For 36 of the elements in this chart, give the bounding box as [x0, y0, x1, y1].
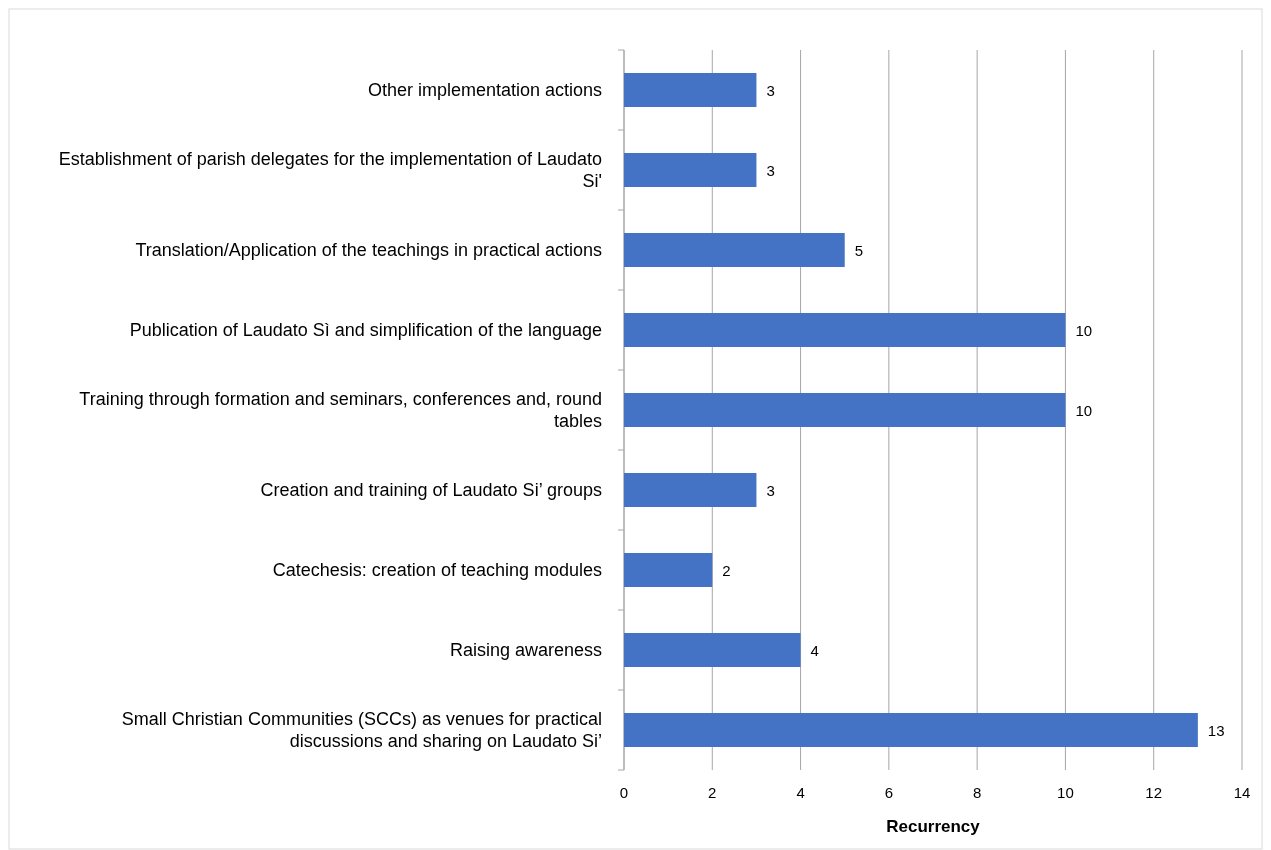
data-label: 10: [1075, 321, 1093, 339]
x-tick-label: 0: [619, 784, 629, 801]
bar: [624, 393, 1066, 427]
bar: [624, 473, 757, 507]
x-tick-label: 14: [1233, 784, 1251, 801]
x-tick-label: 2: [708, 784, 717, 801]
x-tick-label: 8: [972, 784, 982, 801]
data-label: 3: [766, 481, 775, 499]
bar: [624, 633, 801, 667]
bar: [624, 153, 757, 187]
data-label: 4: [810, 641, 819, 659]
y-tick-label: Establishment of parish delegates for the implementation of Laudato Si': [58, 149, 602, 191]
bar: [624, 713, 1198, 747]
y-tick-label: Catechesis: creation of teaching modules: [272, 560, 602, 580]
bar: [624, 313, 1066, 347]
y-tick-label: Raising awareness: [449, 640, 602, 660]
x-axis-title: Recurrency: [886, 817, 981, 836]
data-label: 2: [722, 561, 731, 579]
y-tick-label: Translation/Application of the teachings in practical actions: [135, 240, 602, 260]
y-tick-label: Other implementation actions: [367, 80, 602, 100]
bar: [624, 73, 757, 107]
data-label: 5: [854, 241, 864, 259]
x-tick-label: 6: [884, 784, 894, 801]
data-label: 3: [766, 81, 775, 99]
bar: [624, 233, 845, 267]
y-tick-label: Creation and training of Laudato Si’ groups: [260, 480, 602, 500]
y-tick-label: Training through formation and seminars, conferences and, round tables: [79, 389, 602, 431]
data-label: 13: [1207, 721, 1225, 739]
x-tick-label: 12: [1145, 784, 1163, 801]
data-label: 10: [1075, 401, 1093, 419]
y-tick-label: Small Christian Communities (SCCs) as venues for practical discussions and sharing on Laudato Si’: [121, 709, 602, 751]
y-tick-label: Publication of Laudato Sì and simplification of the language: [129, 320, 602, 340]
x-tick-label: 10: [1057, 784, 1074, 801]
bar: [624, 553, 713, 587]
x-tick-label: 4: [796, 784, 805, 801]
data-label: 3: [766, 161, 775, 179]
